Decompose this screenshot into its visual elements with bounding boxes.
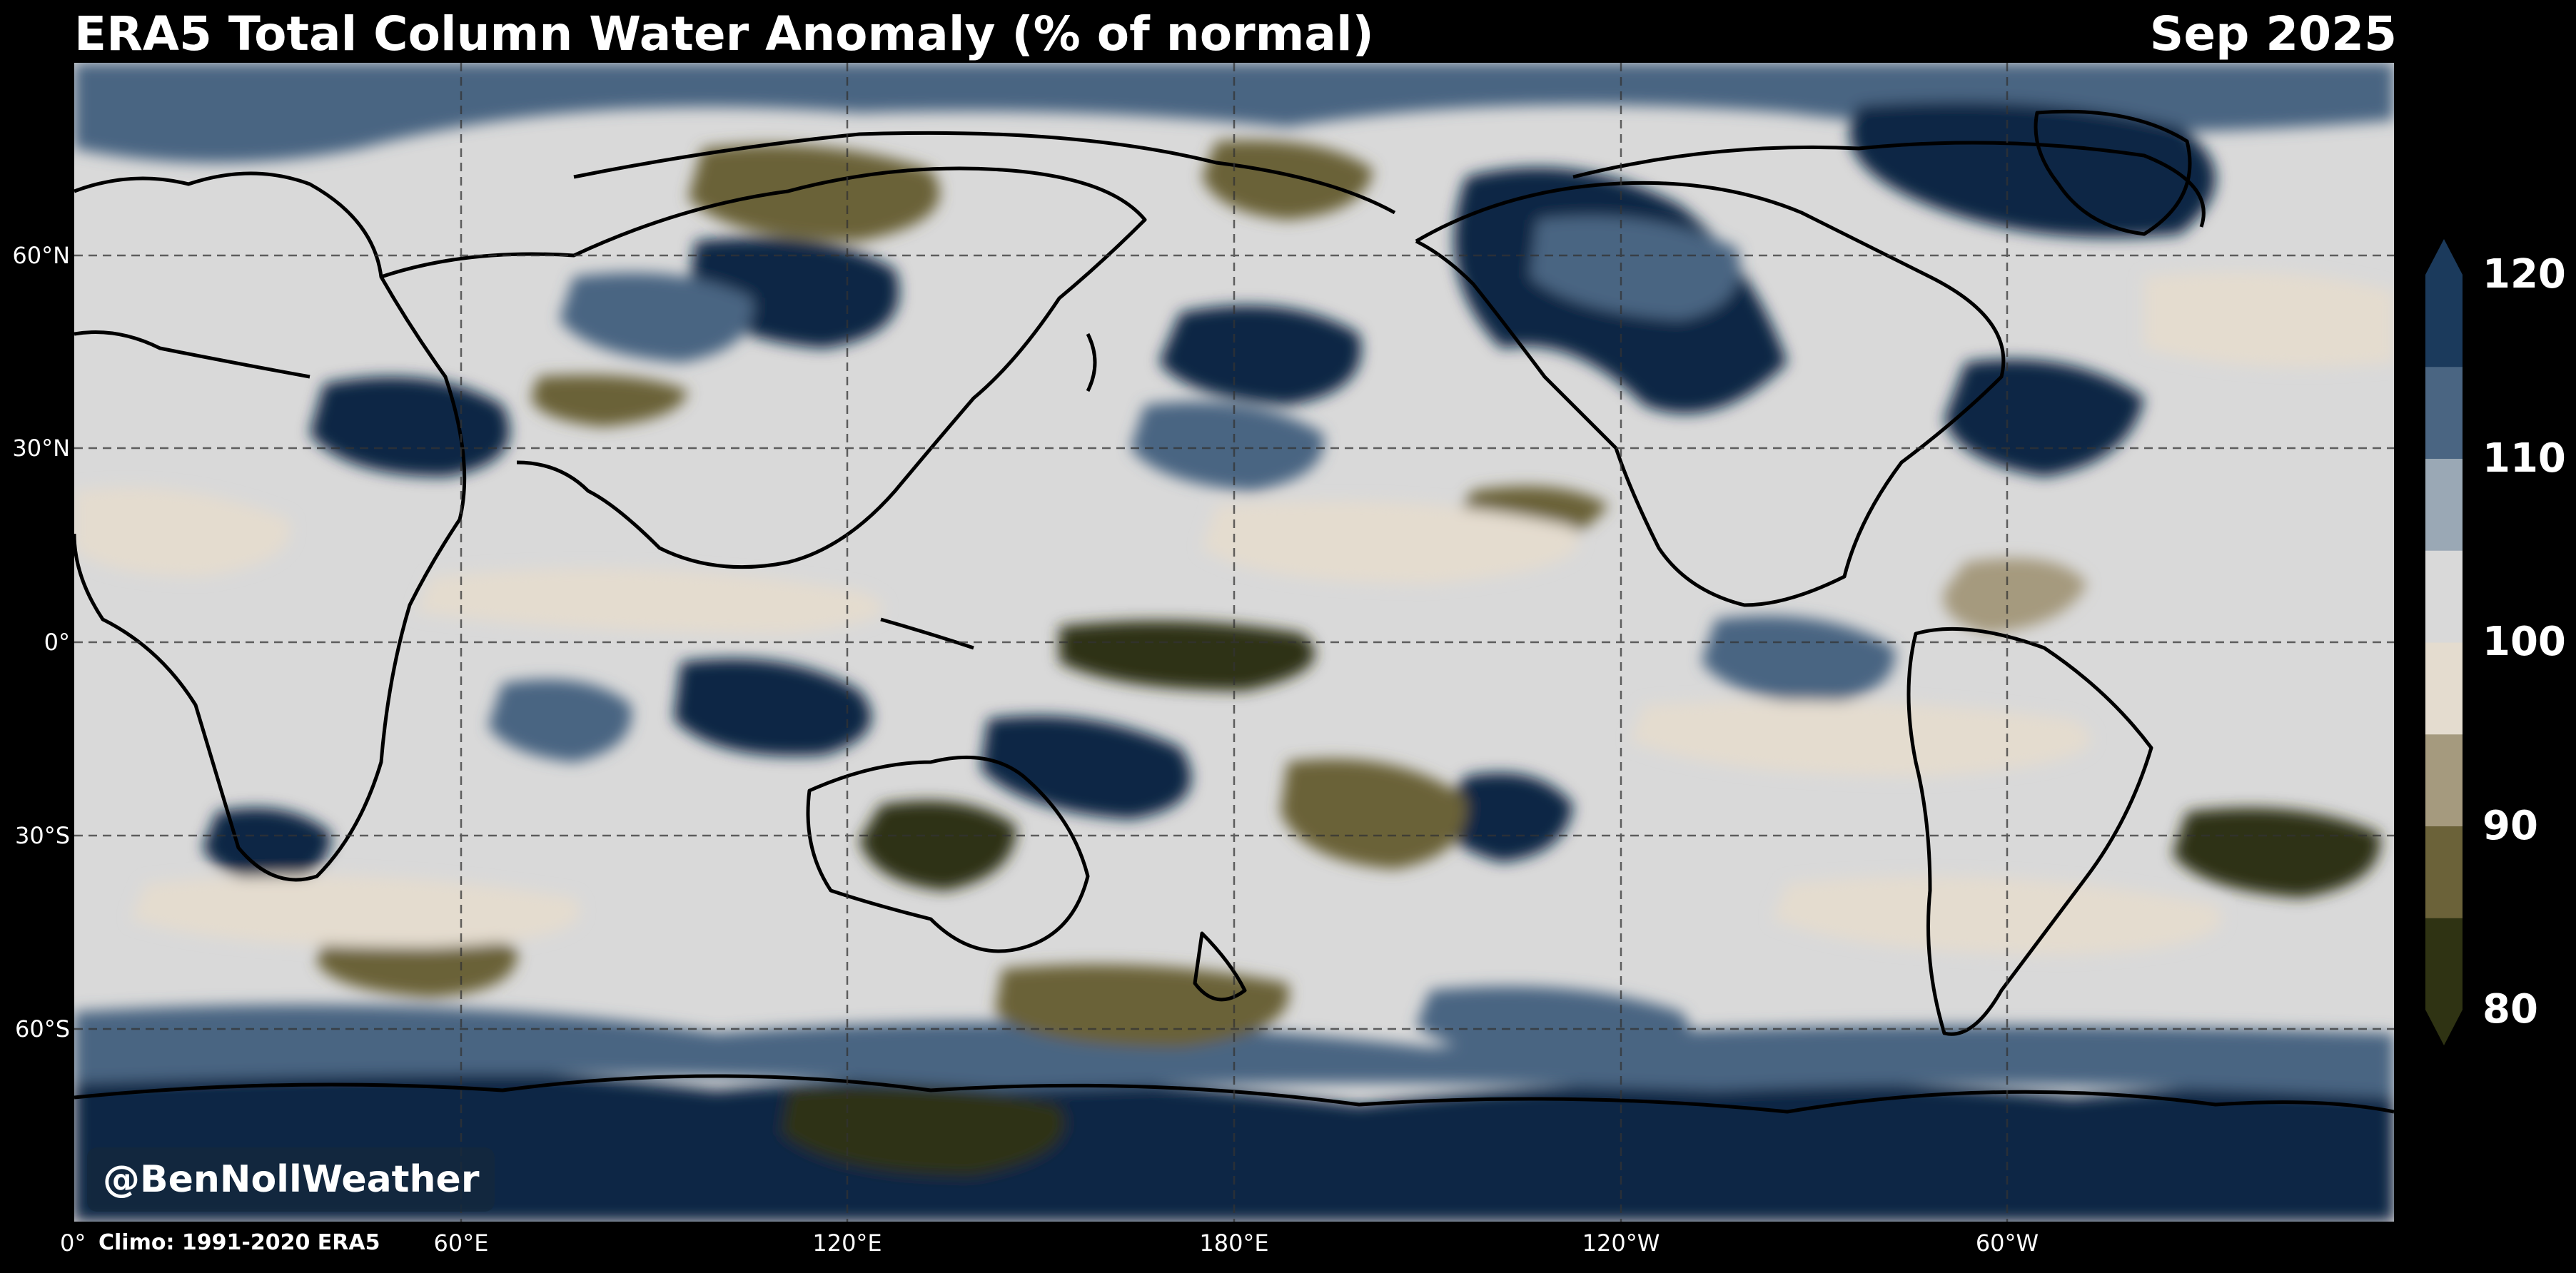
lon-label-60e: 60°E <box>433 1229 489 1257</box>
colorbar-label-110: 110 <box>2482 435 2566 482</box>
colorbar-label-90: 90 <box>2482 803 2538 849</box>
colorbar-segment <box>2425 826 2463 918</box>
lat-label-30n: 30°N <box>12 435 70 462</box>
colorbar-bottom-arrow <box>2425 1010 2463 1045</box>
colorbar-label-100: 100 <box>2482 619 2566 665</box>
colorbar-label-120: 120 <box>2482 251 2566 298</box>
colorbar-segment <box>2425 642 2463 735</box>
lat-label-60n: 60°N <box>12 242 70 269</box>
date-label: Sep 2025 <box>2149 6 2397 61</box>
lat-label-60s: 60°S <box>14 1015 70 1043</box>
colorbar-segment <box>2425 275 2463 367</box>
colorbar-segment <box>2425 734 2463 826</box>
coastlines <box>74 109 2394 1114</box>
lon-label-120w: 120°W <box>1582 1229 1660 1257</box>
gridlines <box>74 63 2394 1222</box>
colorbar-segment <box>2425 550 2463 643</box>
colorbar-label-80: 80 <box>2482 986 2538 1033</box>
colorbar-segment <box>2425 458 2463 551</box>
lon-label-120e: 120°E <box>812 1229 882 1257</box>
colorbar-segment <box>2425 366 2463 459</box>
colorbar-segments <box>2425 275 2463 1010</box>
map-canvas <box>74 63 2394 1222</box>
colorbar <box>2425 239 2463 1045</box>
colorbar-top-arrow <box>2425 239 2463 275</box>
anomaly-blobs <box>74 63 2394 1222</box>
lat-label-eq: 0° <box>44 629 70 656</box>
lat-label-30s: 30°S <box>14 822 70 849</box>
anomaly-map <box>74 63 2394 1222</box>
watermark: @BenNollWeather <box>87 1147 495 1212</box>
climo-note: Climo: 1991-2020 ERA5 <box>99 1230 380 1255</box>
lon-label-0: 0° <box>60 1229 86 1257</box>
map-title: ERA5 Total Column Water Anomaly (% of no… <box>74 6 1374 61</box>
lon-label-60w: 60°W <box>1975 1229 2039 1257</box>
lon-label-180: 180°E <box>1199 1229 1269 1257</box>
colorbar-segment <box>2425 918 2463 1010</box>
